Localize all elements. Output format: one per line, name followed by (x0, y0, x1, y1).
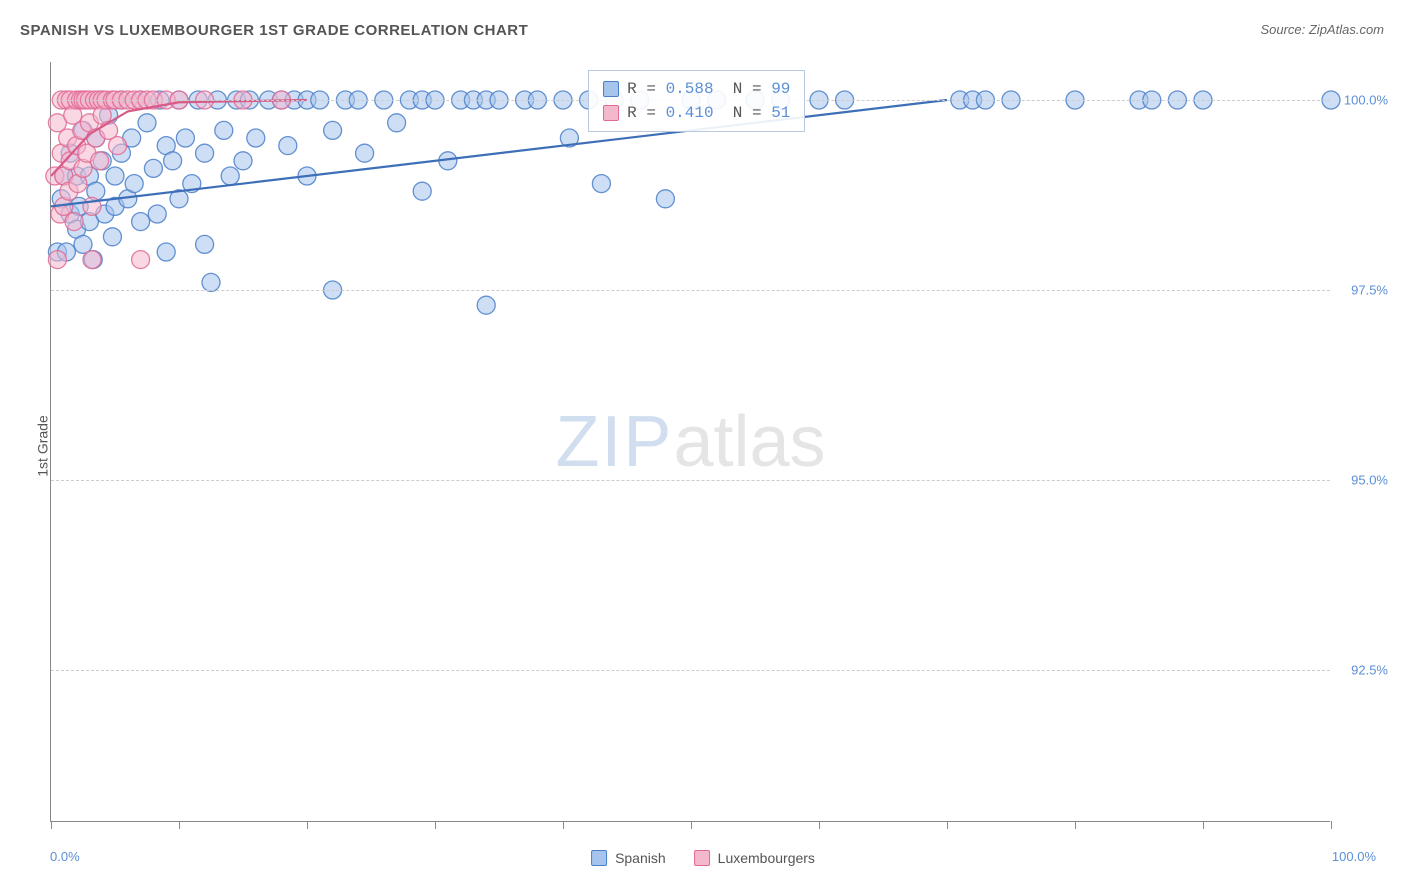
scatter-svg (51, 62, 1330, 821)
x-tick (1075, 821, 1076, 829)
x-tick (947, 821, 948, 829)
y-tick-label: 92.5% (1351, 663, 1388, 678)
x-tick (435, 821, 436, 829)
stats-box: R = 0.588 N = 99R = 0.410 N = 51 (588, 70, 805, 132)
y-axis-label: 1st Grade (35, 415, 51, 476)
x-tick (1203, 821, 1204, 829)
gridline-h (51, 290, 1330, 291)
chart-title: SPANISH VS LUXEMBOURGER 1ST GRADE CORREL… (20, 22, 528, 39)
x-axis-min-label: 0.0% (50, 849, 80, 864)
stats-text: R = 0.410 N = 51 (627, 101, 790, 125)
x-tick (51, 821, 52, 829)
x-tick (1331, 821, 1332, 829)
legend-item: Spanish (591, 850, 666, 866)
stats-text: R = 0.588 N = 99 (627, 77, 790, 101)
gridline-h (51, 670, 1330, 671)
gridline-h (51, 480, 1330, 481)
x-tick (307, 821, 308, 829)
legend: Spanish Luxembourgers (591, 850, 815, 866)
stats-swatch (603, 105, 619, 121)
stats-row: R = 0.410 N = 51 (603, 101, 790, 125)
y-tick-label: 97.5% (1351, 283, 1388, 298)
legend-item: Luxembourgers (694, 850, 815, 866)
x-tick (819, 821, 820, 829)
y-tick-label: 95.0% (1351, 473, 1388, 488)
legend-swatch (591, 850, 607, 866)
stats-swatch (603, 81, 619, 97)
x-tick (179, 821, 180, 829)
source-label: Source: ZipAtlas.com (1260, 22, 1384, 37)
y-tick-label: 100.0% (1344, 93, 1388, 108)
x-axis-max-label: 100.0% (1332, 849, 1376, 864)
stats-row: R = 0.588 N = 99 (603, 77, 790, 101)
x-tick (691, 821, 692, 829)
legend-swatch (694, 850, 710, 866)
legend-label: Spanish (615, 850, 666, 866)
chart-area: ZIPatlas 92.5%95.0%97.5%100.0%R = 0.588 … (50, 62, 1330, 822)
x-tick (563, 821, 564, 829)
legend-label: Luxembourgers (718, 850, 815, 866)
